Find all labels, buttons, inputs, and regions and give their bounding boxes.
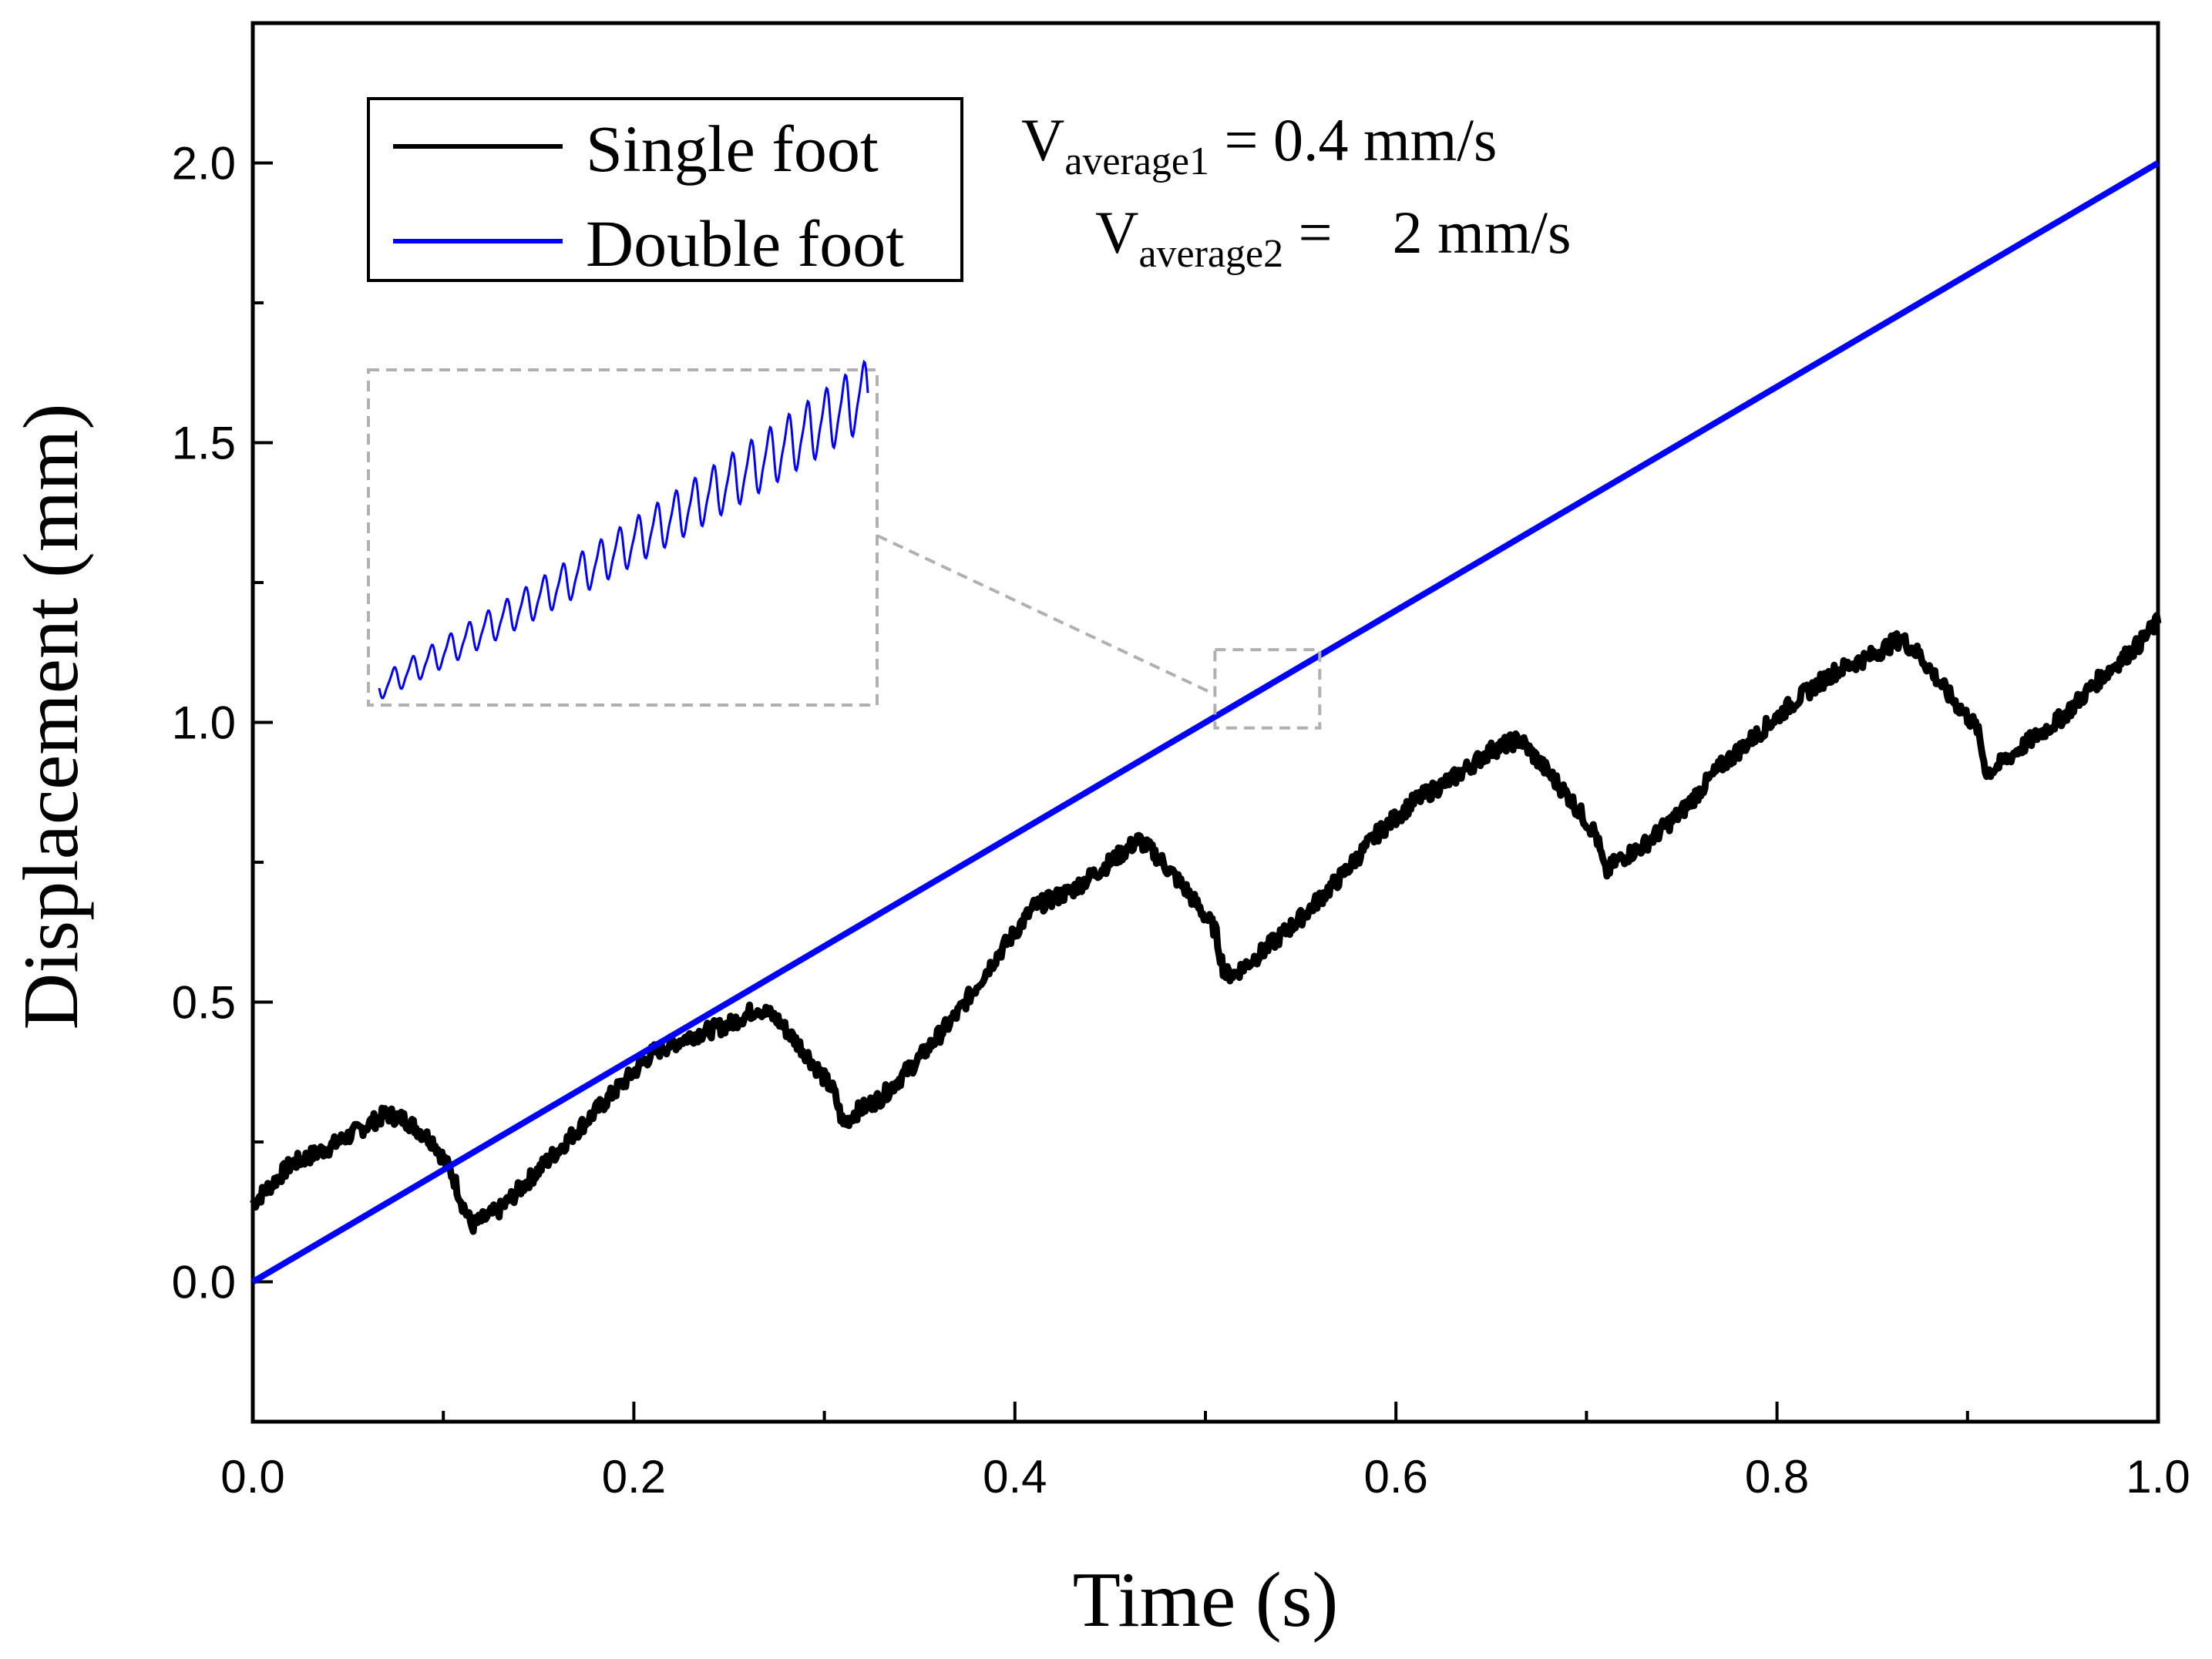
inset-series-line <box>378 359 869 700</box>
x-tick-label: 0.6 <box>1363 1451 1427 1503</box>
y-tick-label: 1.0 <box>172 697 236 749</box>
y-tick-label: 0.5 <box>172 977 236 1029</box>
x-axis-title: Time (s) <box>1073 1557 1339 1644</box>
annotation-vavg2-main: V <box>1095 199 1138 266</box>
legend-label-single: Single foot <box>586 112 879 186</box>
legend-label-double: Double foot <box>586 207 904 280</box>
y-axis: 0.0 0.5 1.0 1.5 2.0 <box>172 138 273 1308</box>
annotation-vavg1-sub: average1 <box>1064 139 1209 183</box>
legend: Single foot Double foot <box>367 97 963 282</box>
annotation-vavg1-value: = 0.4 mm/s <box>1209 106 1497 173</box>
legend-box <box>367 97 963 282</box>
y-tick-label: 0.0 <box>172 1257 236 1308</box>
y-axis-title: Displacement (mm) <box>8 404 95 1030</box>
x-axis: 0.0 0.2 0.4 0.6 0.8 1.0 <box>220 1402 2190 1503</box>
inset-layer <box>367 359 1322 730</box>
annotation-vavg1-main: V <box>1021 106 1064 173</box>
annotation-vavg1: Vaverage1 = 0.4 mm/s <box>1021 106 1497 183</box>
annotation-vavg2-sub: average2 <box>1138 232 1283 276</box>
x-tick-label: 0.2 <box>602 1451 666 1503</box>
series-line-single-foot <box>250 612 2162 1235</box>
series-line-double-foot <box>250 160 2160 1285</box>
x-tick-label: 1.0 <box>2126 1451 2190 1503</box>
annotation-vavg2: Vaverage2 = 2 mm/s <box>1021 199 1616 276</box>
zoom-region-box <box>1213 648 1322 730</box>
y-tick-label: 2.0 <box>172 138 236 190</box>
annotation-vavg2-value: = 2 mm/s <box>1283 199 1571 266</box>
x-tick-label: 0.0 <box>220 1451 284 1503</box>
x-tick-label: 0.4 <box>983 1451 1047 1503</box>
x-tick-label: 0.8 <box>1745 1451 1809 1503</box>
series-layer <box>250 160 2162 1285</box>
y-tick-label: 1.5 <box>172 418 236 469</box>
zoom-connector-line <box>876 534 1216 697</box>
